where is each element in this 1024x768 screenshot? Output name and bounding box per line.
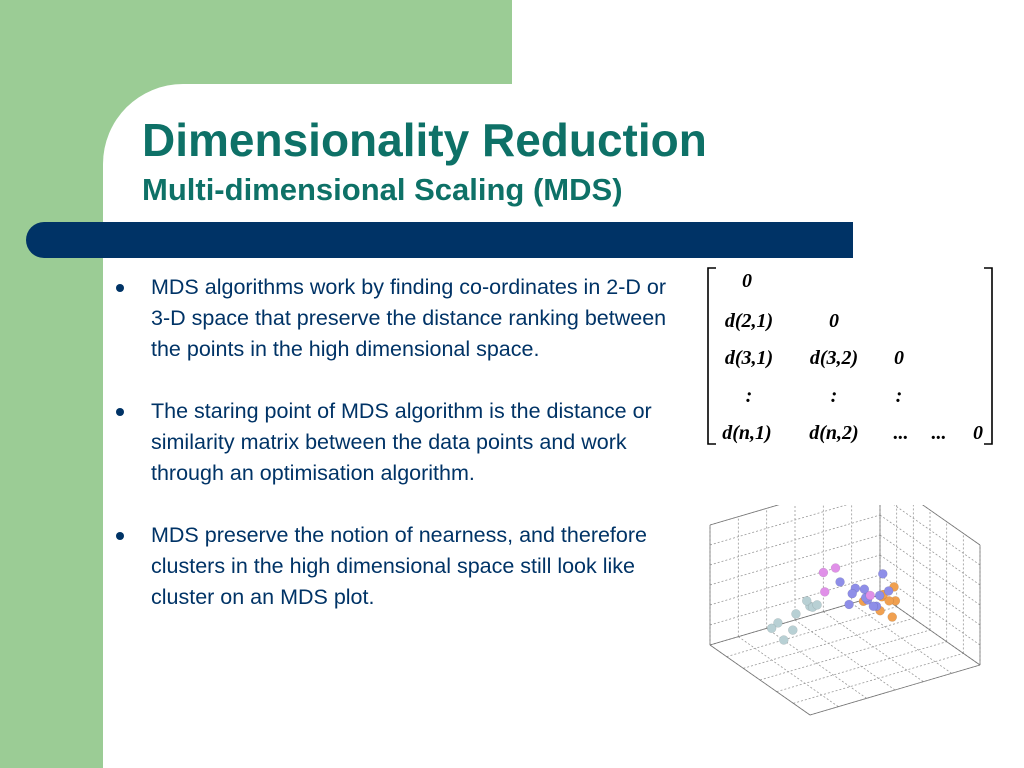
matrix-cell: 0 <box>742 270 752 292</box>
bullet-list: MDS algorithms work by finding co-ordina… <box>112 272 672 644</box>
scatter-point <box>874 590 885 601</box>
bullet-item: The staring point of MDS algorithm is th… <box>112 396 672 489</box>
scatter-point <box>802 596 812 606</box>
scatter-point <box>779 635 789 645</box>
bullet-text: MDS preserve the notion of nearness, and… <box>151 523 647 609</box>
back-wall-gridline <box>709 534 881 586</box>
scatter-point <box>818 567 829 578</box>
back-wall-gridline <box>709 514 881 566</box>
matrix-cell: 0 <box>894 347 904 369</box>
scatter-point <box>830 563 841 573</box>
scatter-point <box>812 600 822 610</box>
matrix-cell: 0 <box>973 422 983 444</box>
scatter-point <box>865 590 875 601</box>
floor-gridline <box>793 652 964 704</box>
matrix-cell: d(2,1) <box>725 310 773 332</box>
scatter-point <box>887 612 897 622</box>
title-divider-bar <box>26 222 853 258</box>
content-panel <box>103 84 1024 768</box>
matrix-cell: d(n,2) <box>809 422 858 444</box>
matrix-cell: : <box>746 385 753 407</box>
matrix-right-bracket <box>984 267 993 445</box>
side-wall-gridline <box>879 514 981 586</box>
scatter-point <box>847 588 857 599</box>
scatter-point <box>883 586 894 596</box>
scatter-point <box>766 623 777 634</box>
bullet-text: The staring point of MDS algorithm is th… <box>151 399 652 485</box>
scatter-point <box>791 609 801 619</box>
matrix-cell: d(3,1) <box>725 347 773 369</box>
bullet-text: MDS algorithms work by finding co-ordina… <box>151 275 667 361</box>
scatter-point <box>884 596 894 606</box>
matrix-cell: ... <box>932 422 947 444</box>
matrix-cell: : <box>896 385 903 407</box>
bullet-icon <box>116 532 124 540</box>
box-edge <box>709 505 780 526</box>
matrix-cell: d(3,2) <box>810 347 858 369</box>
side-wall-gridline <box>893 505 981 566</box>
scatter-point <box>878 569 888 579</box>
box-edge <box>922 505 981 546</box>
bullet-item: MDS preserve the notion of nearness, and… <box>112 520 672 613</box>
matrix-cell: d(n,1) <box>722 422 771 444</box>
scatter-point <box>788 625 798 635</box>
floor-gridline <box>776 641 947 693</box>
matrix-cell: : <box>831 385 838 407</box>
bullet-icon <box>116 284 124 292</box>
slide-subtitle: Multi-dimensional Scaling (MDS) <box>142 172 623 207</box>
back-wall-gridline <box>709 505 848 546</box>
box-edge <box>879 594 981 666</box>
mds-3d-scatter-plot <box>709 505 981 716</box>
scatter-point <box>868 601 879 611</box>
matrix-cell: 0 <box>829 310 839 332</box>
scatter-point <box>773 618 783 628</box>
floor-gridline <box>794 619 896 691</box>
matrix-cell: ... <box>894 422 909 444</box>
slide-title: Dimensionality Reduction <box>142 114 707 166</box>
box-edge <box>709 644 811 716</box>
matrix-left-bracket <box>707 267 716 445</box>
distance-matrix: 0 d(2,1) 0 d(3,1) d(3,2) 0 : : : d(n,1) … <box>707 267 993 445</box>
floor-gridline <box>823 611 924 682</box>
bullet-item: MDS algorithms work by finding co-ordina… <box>112 272 672 365</box>
bullet-icon <box>116 408 124 416</box>
scatter-point <box>835 577 845 587</box>
scatter-point <box>820 587 830 597</box>
floor-gridline <box>851 603 952 674</box>
scatter-point <box>844 599 854 610</box>
box-edge <box>809 664 981 716</box>
